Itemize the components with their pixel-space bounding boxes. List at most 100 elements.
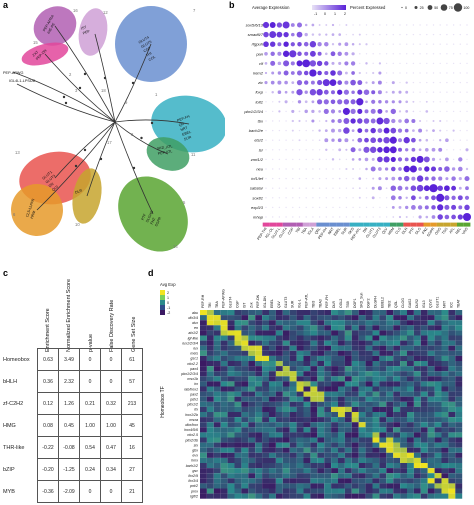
heat-cell <box>344 468 352 474</box>
cluster-number: 2 <box>69 72 72 77</box>
dot-mark <box>398 110 402 113</box>
dot-mark <box>305 216 307 218</box>
heat-cell <box>275 355 283 361</box>
heat-cell <box>441 401 449 407</box>
heat-cell <box>282 417 290 423</box>
heat-cell <box>358 437 366 443</box>
heat-cell <box>241 345 249 351</box>
dot-mark <box>345 24 348 26</box>
dot-mark <box>303 41 309 47</box>
heat-cell <box>338 361 345 367</box>
enrichment-cell: -0.22 <box>37 436 59 459</box>
heat-cell <box>289 330 297 336</box>
heat-cell <box>317 345 325 351</box>
heat-cell <box>303 412 311 418</box>
heat-cell <box>427 366 435 372</box>
heat-cell <box>200 345 207 351</box>
dot-mark <box>270 80 275 85</box>
dot-mark <box>446 72 448 74</box>
dot-mark <box>318 187 321 189</box>
heat-cell <box>358 457 366 463</box>
heat-cell <box>344 340 352 346</box>
heat-cell <box>269 335 276 341</box>
heat-cell <box>358 432 366 438</box>
heat-cell <box>351 488 359 494</box>
heat-cell <box>400 422 407 428</box>
dot-mark <box>312 139 314 141</box>
heat-cell <box>331 447 338 453</box>
dot-mark <box>412 53 415 55</box>
dot-mark <box>309 69 317 77</box>
heat-cell <box>420 396 428 402</box>
enrichment-row: bZIP -0.20 -1.25 0.24 0.34 27 <box>3 458 143 481</box>
heat-cell <box>434 345 442 351</box>
dot-mark <box>304 23 308 27</box>
heat-cell <box>227 345 235 351</box>
dot-mark <box>338 42 342 46</box>
dot-mark <box>359 62 361 65</box>
dot-mark <box>398 176 402 181</box>
heat-cell <box>213 396 221 402</box>
dot-mark <box>446 53 448 55</box>
dot-mark <box>277 90 282 94</box>
dot-mark <box>285 139 287 141</box>
dot-gene-label: bach2/e <box>249 128 264 133</box>
heat-cell <box>338 478 345 484</box>
heat-col-label: DLR <box>332 301 336 308</box>
dot-mark <box>416 175 424 182</box>
heat-cell <box>358 483 366 489</box>
heat-cell <box>455 320 463 326</box>
heat-cell <box>275 340 283 346</box>
heat-cell <box>324 340 332 346</box>
heat-cell <box>275 442 283 448</box>
cluster-label: CLS-LLPFR <box>25 198 36 218</box>
dot-mark <box>365 62 368 65</box>
heat-cell <box>331 325 338 331</box>
heat-cell <box>248 463 256 469</box>
dot-mark <box>418 148 422 152</box>
heat-cell <box>420 427 428 433</box>
enrichment-row: HMG 0.08 0.45 1.00 1.00 45 <box>3 414 143 437</box>
heat-cell <box>296 412 304 418</box>
heat-cell <box>255 473 263 479</box>
dot-mark <box>466 101 468 103</box>
dot-mark <box>358 177 362 180</box>
enrichment-cell: 1.00 <box>79 414 101 437</box>
heat-cell <box>255 350 263 356</box>
heat-cell <box>455 488 463 494</box>
dot-mark <box>309 89 317 96</box>
dot-mark <box>459 62 461 65</box>
tree-node <box>62 95 66 99</box>
enrichment-cell: -0.20 <box>37 458 59 481</box>
dot-mark <box>426 120 428 122</box>
dot-mark <box>383 136 390 144</box>
heat-cell <box>241 361 249 367</box>
heat-cell <box>407 386 414 392</box>
heat-cell <box>289 432 297 438</box>
cluster-number: 8 <box>131 132 134 137</box>
dot-mark <box>272 216 274 218</box>
dot-mark <box>399 43 401 45</box>
heat-cell <box>441 396 449 402</box>
heat-cell <box>379 437 387 443</box>
dot-mark <box>324 61 329 66</box>
heat-cell <box>234 376 242 382</box>
dot-mark <box>457 214 463 220</box>
heat-cell <box>441 447 449 453</box>
dot-mark <box>297 51 302 57</box>
heat-cell <box>227 355 235 361</box>
dot-mark <box>397 185 403 191</box>
heat-cell <box>331 320 338 326</box>
heat-cell <box>241 412 249 418</box>
heat-cell <box>213 361 221 367</box>
heat-cell <box>441 315 449 321</box>
heat-cell <box>262 432 269 438</box>
heat-cell <box>220 381 228 387</box>
heat-cell <box>255 381 263 387</box>
dot-mark <box>405 100 409 104</box>
heat-cell <box>269 330 276 336</box>
dot-mark <box>405 110 409 113</box>
heat-cell <box>407 391 414 397</box>
heat-cell <box>379 330 387 336</box>
dot-mark <box>265 139 267 141</box>
